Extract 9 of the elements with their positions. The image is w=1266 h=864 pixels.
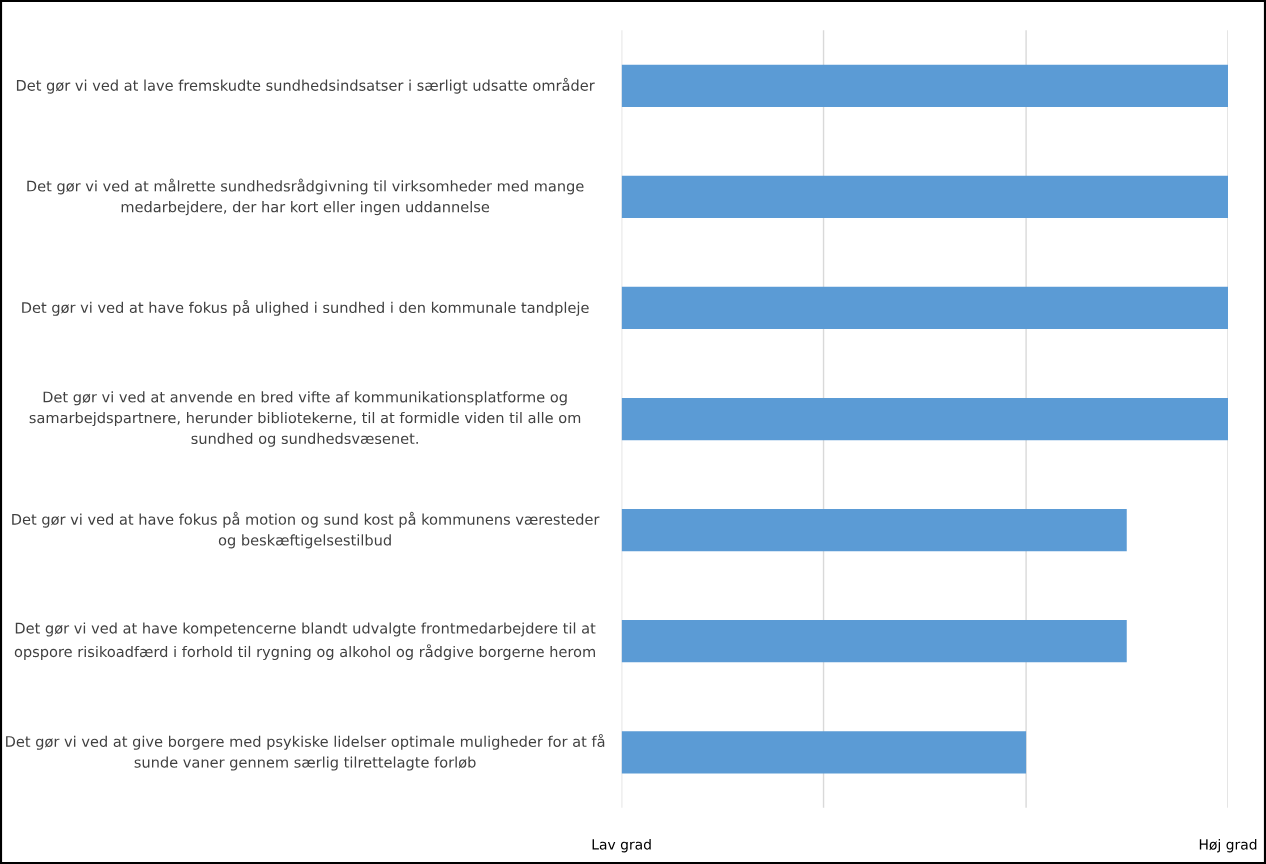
y-tick-label: Det gør vi ved at have fokus på ulighed i sundhed i den kommunale tandpleje <box>22 300 589 316</box>
y-tick-label: Det gør vi ved at give borgere med psykiske lidelser optimale muligheder for at få sunde vaner gennem særlig tilrettelagte forløb <box>6 734 605 771</box>
y-tick-label: Det gør vi ved at lave fremskudte sundhedsindsatser i særligt udsatte områder <box>16 77 595 94</box>
y-tick-label: Det gør vi ved at anvende en bred vifte af kommunikationsplatforme og samarbejdspartnere, herunder bibliotekerne, til at formidle viden til alle om sundhed og sundhedsvæsenet. <box>29 391 581 447</box>
y-tick-label: Det gør vi ved at målrette sundhedsrådgivning til virksomheder med mange medarbejdere, der har kort eller ingen uddannelse <box>27 178 584 216</box>
text: Lav grad <box>592 838 651 853</box>
y-tick-label: Det gør vi ved at have kompetencerne blandt udvalgte frontmedarbejdere til at opspore risikoadfærd i forhold til rygning og alkohol og rådgive borgerne herom <box>14 622 596 661</box>
text: Høj grad <box>1199 838 1257 853</box>
y-tick-label: Det gør vi ved at have fokus på motion og sund kost på kommunens væresteder og beskæftigelsestilbud <box>12 511 600 549</box>
